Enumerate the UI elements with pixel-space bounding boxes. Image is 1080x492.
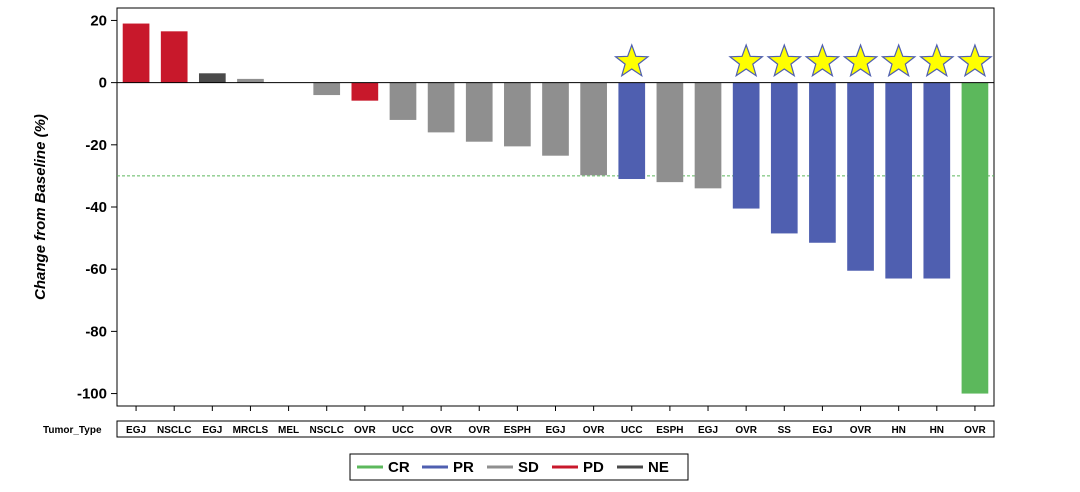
bar-14 [618, 82, 646, 180]
category-label-22: HN [930, 425, 944, 436]
legend-frame [349, 453, 689, 481]
star-marker-22 [918, 43, 955, 78]
category-label-18: SS [778, 425, 792, 436]
category-label-6: NSCLC [309, 425, 343, 436]
category-label-21: HN [891, 425, 905, 436]
star-marker-14 [613, 43, 650, 78]
category-label-4: MRCLS [233, 425, 269, 436]
category-label-8: UCC [392, 425, 414, 436]
category-label-14: UCC [621, 425, 643, 436]
category-label-7: OVR [354, 425, 376, 436]
y-tick-label: -80 [85, 323, 107, 340]
bar-3 [198, 73, 226, 83]
star-marker-19 [804, 43, 841, 78]
bar-12 [542, 82, 569, 156]
bar-20 [847, 82, 874, 271]
bar-21 [885, 82, 913, 279]
y-axis-ticks: 20 0 -20 -40 -60 -80 -100 [77, 12, 117, 403]
legend: CR PR SD PD NE [349, 453, 689, 481]
y-tick-label: 20 [90, 12, 107, 29]
category-label-1: EGJ [126, 425, 146, 436]
bar-23 [961, 82, 989, 394]
y-tick-label: 0 [99, 75, 107, 92]
bar-7 [351, 82, 379, 101]
legend-label-sd: SD [518, 459, 539, 476]
category-label-20: OVR [850, 425, 872, 436]
y-tick-label: -20 [85, 137, 107, 154]
category-axis-label: Tumor_Type [43, 425, 102, 436]
category-label-15: ESPH [656, 425, 683, 436]
category-axis-frame [116, 420, 995, 438]
legend-label-ne: NE [648, 459, 669, 476]
category-label-13: OVR [583, 425, 605, 436]
category-label-11: ESPH [504, 425, 531, 436]
category-label-19: EGJ [812, 425, 832, 436]
bar-2 [160, 31, 188, 83]
y-tick-label: -100 [77, 386, 107, 403]
legend-label-pd: PD [583, 459, 604, 476]
bar-13 [580, 82, 607, 176]
bar-4 [237, 78, 264, 83]
category-label-10: OVR [468, 425, 490, 436]
category-label-9: OVR [430, 425, 452, 436]
category-label-16: EGJ [698, 425, 718, 436]
y-tick-label: -60 [85, 261, 107, 278]
bar-11 [504, 82, 531, 147]
category-label-2: NSCLC [157, 425, 191, 436]
bar-19 [809, 82, 836, 243]
category-label-12: EGJ [545, 425, 565, 436]
bar-9 [427, 82, 455, 133]
category-label-5: MEL [278, 425, 299, 436]
stars-group [613, 43, 993, 78]
star-marker-18 [766, 43, 803, 78]
bar-22 [923, 82, 951, 279]
bars-group [122, 23, 989, 394]
y-axis-label: Change from Baseline (%) [32, 114, 49, 300]
bar-8 [389, 82, 417, 120]
y-tick-label: -40 [85, 199, 107, 216]
star-marker-17 [728, 43, 764, 78]
legend-label-cr: CR [388, 459, 410, 476]
legend-label-pr: PR [453, 459, 474, 476]
category-label-23: OVR [964, 425, 986, 436]
bar-10 [465, 82, 493, 142]
bar-16 [694, 82, 722, 189]
category-label-3: EGJ [202, 425, 222, 436]
star-marker-21 [880, 43, 917, 78]
star-marker-23 [957, 43, 993, 78]
bar-18 [770, 82, 798, 234]
bar-6 [313, 82, 341, 96]
bar-1 [122, 23, 150, 83]
category-labels: EGJ NSCLC EGJ MRCLS MEL NSCLC OVR UCC OVR OVR ESPH… [117, 405, 994, 436]
star-marker-20 [842, 43, 879, 78]
bar-15 [656, 82, 684, 183]
bar-17 [732, 82, 760, 209]
category-label-17: OVR [735, 425, 757, 436]
